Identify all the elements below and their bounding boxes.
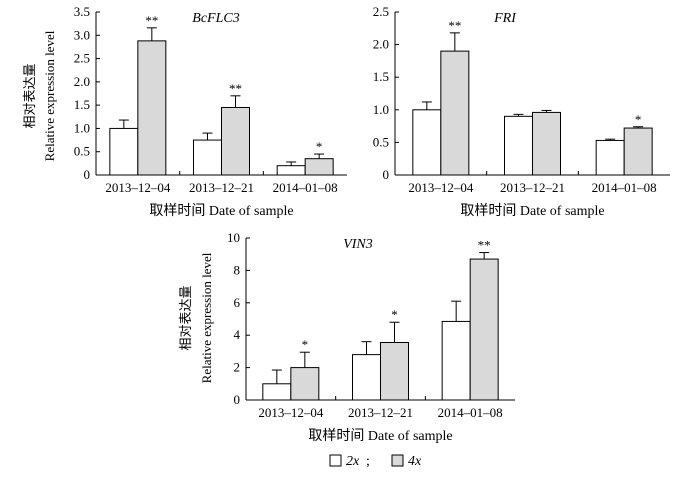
y-tick-label: 2.0	[373, 37, 389, 52]
bar-4x	[304, 158, 334, 176]
legend-label-2x: 2x	[346, 454, 360, 469]
x-tick-label: 2013–12–04	[258, 405, 324, 420]
bar-2x	[262, 383, 292, 401]
y-axis-label-cn: 相对表达量	[22, 63, 37, 128]
y-tick-label: 3.5	[74, 4, 90, 19]
significance-label: **	[229, 81, 242, 96]
legend-separator: ;	[366, 454, 370, 469]
bar-2x	[276, 165, 306, 176]
x-tick-label: 2013–12–04	[105, 180, 171, 195]
y-tick-label: 1.5	[373, 69, 389, 84]
y-tick-label: 2.5	[74, 51, 90, 66]
chart-title: FRI	[493, 11, 517, 26]
bar-2x	[193, 139, 222, 176]
y-axis-label-cn: 相对表达量	[178, 285, 193, 350]
y-axis-label-en: Relative expression level	[42, 30, 57, 161]
y-tick-label: 6	[234, 295, 241, 310]
bar-4x	[623, 127, 653, 176]
x-axis-label: 取样时间 Date of sample	[149, 203, 293, 219]
significance-label: *	[391, 307, 398, 322]
bar-4x	[440, 50, 470, 176]
x-tick-label: 2014–01–08	[592, 180, 657, 195]
x-tick-label: 2013–12–21	[500, 180, 565, 195]
bar-4x	[290, 367, 320, 401]
significance-label: *	[635, 112, 642, 127]
y-tick-label: 3.0	[74, 27, 90, 42]
y-tick-label: 0.5	[74, 144, 90, 159]
y-tick-label: 0.5	[373, 134, 389, 149]
chart-bcflc3: 0 0.5 1.0 1.5 2.0 2.5 3.0 3.5 ** 2013–12–04 ** 2013…	[22, 4, 347, 219]
x-axis-label: 取样时间 Date of sample	[308, 428, 452, 444]
bar-2x	[352, 354, 381, 401]
y-tick-label: 2.5	[373, 4, 389, 19]
y-tick-label: 0	[84, 167, 91, 182]
y-tick-label: 1.0	[373, 102, 389, 117]
legend-label-4x: 4x	[408, 454, 422, 469]
x-tick-label: 2013–12–04	[408, 180, 474, 195]
significance-label: **	[478, 238, 491, 253]
y-tick-label: 8	[234, 262, 241, 277]
bar-2x	[412, 109, 442, 176]
legend-swatch-4x	[391, 454, 404, 467]
chart-vin3: 0 2 4 6 8 10 * 2013–12–04 * 2013–12–21 ** 2014–01–0…	[178, 230, 515, 444]
bar-4x	[532, 111, 561, 176]
bar-2x	[109, 127, 139, 176]
y-tick-label: 2	[234, 360, 241, 375]
y-axis-label-en: Relative expression level	[199, 252, 214, 383]
x-axis-label: 取样时间 Date of sample	[460, 203, 604, 219]
legend-swatch-2x	[329, 454, 342, 467]
significance-label: **	[145, 13, 158, 28]
y-tick-label: 0	[383, 167, 390, 182]
significance-label: *	[316, 139, 323, 154]
chart-title: VIN3	[343, 237, 373, 252]
chart-title: BcFLC3	[192, 11, 239, 26]
x-tick-label: 2013–12–21	[189, 180, 254, 195]
bar-2x	[595, 139, 625, 176]
legend: 2x; 4x	[329, 454, 422, 469]
bar-4x	[380, 341, 409, 401]
y-tick-label: 1.5	[74, 97, 90, 112]
y-tick-label: 2.0	[74, 74, 90, 89]
significance-label: **	[448, 18, 461, 33]
x-tick-label: 2014–01–08	[273, 180, 338, 195]
bar-4x	[221, 106, 250, 176]
x-tick-label: 2013–12–21	[348, 405, 413, 420]
y-tick-label: 1.0	[74, 120, 90, 135]
significance-label: *	[302, 337, 309, 352]
chart-fri: 0 0.5 1.0 1.5 2.0 2.5 ** 2013–12–04 2013–12–21 * 2…	[373, 4, 670, 219]
y-tick-label: 4	[234, 327, 241, 342]
bar-4x	[137, 40, 167, 176]
bar-2x	[441, 320, 471, 401]
y-tick-label: 10	[227, 230, 240, 245]
y-tick-label: 0	[234, 392, 241, 407]
x-tick-label: 2014–01–08	[438, 405, 503, 420]
bar-2x	[504, 115, 533, 176]
bar-4x	[469, 258, 499, 401]
